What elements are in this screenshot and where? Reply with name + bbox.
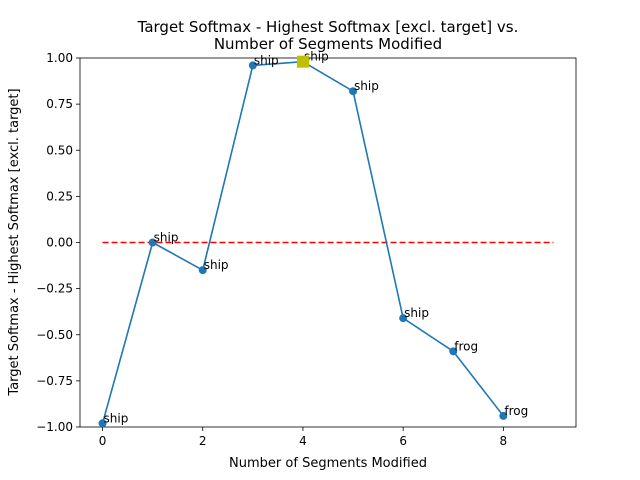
point-label: ship bbox=[254, 53, 279, 67]
data-point bbox=[248, 61, 257, 70]
y-tick-label: −0.25 bbox=[36, 282, 73, 296]
chart-title-line-2: Number of Segments Modified bbox=[214, 35, 442, 53]
point-label: ship bbox=[404, 306, 429, 320]
x-tick-label: 8 bbox=[500, 434, 508, 448]
point-label: ship bbox=[104, 411, 129, 425]
y-tick-label: −1.00 bbox=[36, 420, 73, 434]
data-point bbox=[98, 419, 107, 428]
y-tick-label: 0.75 bbox=[46, 97, 73, 111]
data-point bbox=[198, 266, 207, 275]
y-tick-label: 0.00 bbox=[46, 236, 73, 250]
point-label: ship bbox=[204, 258, 229, 272]
y-tick-label: −0.50 bbox=[36, 328, 73, 342]
y-tick-label: 0.25 bbox=[46, 189, 73, 203]
chart-title-line-1: Target Softmax - Highest Softmax [excl. … bbox=[137, 18, 519, 36]
data-point bbox=[148, 238, 157, 247]
data-point bbox=[499, 411, 508, 420]
y-tick-label: −0.75 bbox=[36, 374, 73, 388]
point-label: ship bbox=[304, 50, 329, 64]
y-axis-label: Target Softmax - Highest Softmax [excl. … bbox=[7, 88, 22, 396]
data-point bbox=[399, 314, 408, 323]
data-point bbox=[449, 347, 458, 356]
y-tick-label: 0.50 bbox=[46, 143, 73, 157]
point-label: frog bbox=[504, 404, 528, 418]
x-tick-label: 2 bbox=[199, 434, 207, 448]
x-axis-label: Number of Segments Modified bbox=[229, 456, 427, 471]
x-tick-label: 4 bbox=[299, 434, 307, 448]
data-point bbox=[349, 87, 358, 96]
point-label: frog bbox=[454, 339, 478, 353]
x-tick-label: 6 bbox=[399, 434, 407, 448]
y-tick-label: 1.00 bbox=[46, 51, 73, 65]
point-label: ship bbox=[154, 231, 179, 245]
point-label: ship bbox=[354, 79, 379, 93]
x-tick-label: 0 bbox=[99, 434, 107, 448]
highlight-marker bbox=[296, 55, 309, 68]
plot-area: 0 2 4 6 8 −1.00 −0.75 −0.50 −0.25 0.00 0.25 0.50 0.7… bbox=[36, 50, 577, 448]
